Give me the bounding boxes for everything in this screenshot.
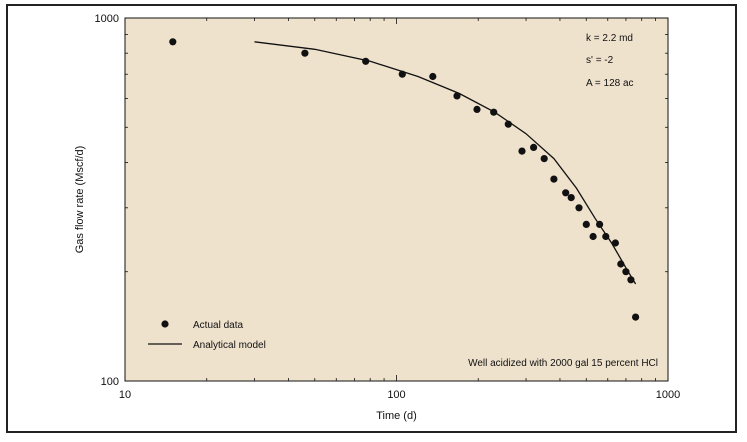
data-point (398, 70, 406, 78)
data-point (632, 313, 640, 321)
legend-label-analytical-model: Analytical model (193, 340, 266, 351)
data-point (562, 189, 570, 197)
y-axis-title: Gas flow rate (Mscf/d) (74, 146, 86, 254)
data-point (627, 276, 635, 284)
data-point (596, 220, 604, 228)
data-point (589, 232, 597, 241)
chart: k = 2.2 md s' = -2 A = 128 ac Well acidi… (74, 13, 680, 422)
data-point (453, 92, 461, 100)
y-tick-label: 100 (101, 376, 119, 388)
x-tick-label: 10 (119, 389, 131, 401)
data-point (473, 105, 481, 113)
x-tick-label: 100 (387, 389, 405, 401)
data-point (169, 38, 177, 46)
legend-label-actual-data: Actual data (193, 320, 243, 331)
data-point (540, 155, 548, 163)
y-tick-label: 1000 (95, 13, 119, 25)
data-point (622, 268, 630, 276)
figure-frame: k = 2.2 md s' = -2 A = 128 ac Well acidi… (6, 4, 737, 433)
data-point (567, 194, 575, 202)
legend-marker-actual-data (161, 320, 169, 328)
x-tick-label: 1000 (656, 389, 680, 401)
data-point (611, 239, 620, 247)
data-point (550, 175, 558, 183)
data-point (518, 147, 526, 155)
data-point (504, 120, 512, 128)
data-point (617, 260, 625, 268)
analytical-model-line (254, 41, 637, 285)
data-point (301, 49, 309, 57)
data-point (575, 204, 583, 212)
x-axis-title: Time (d) (376, 410, 417, 422)
param-k-label: k = 2.2 md (586, 33, 633, 44)
acidization-note: Well acidized with 2000 gal 15 percent H… (468, 358, 658, 369)
data-point (582, 220, 590, 228)
param-area-label: A = 128 ac (586, 78, 634, 89)
data-point (362, 57, 370, 65)
plot-area (125, 18, 668, 381)
data-point (429, 72, 437, 81)
data-point (530, 143, 538, 151)
param-skin-label: s' = -2 (586, 55, 614, 66)
data-point (490, 108, 498, 116)
data-point (602, 232, 610, 241)
